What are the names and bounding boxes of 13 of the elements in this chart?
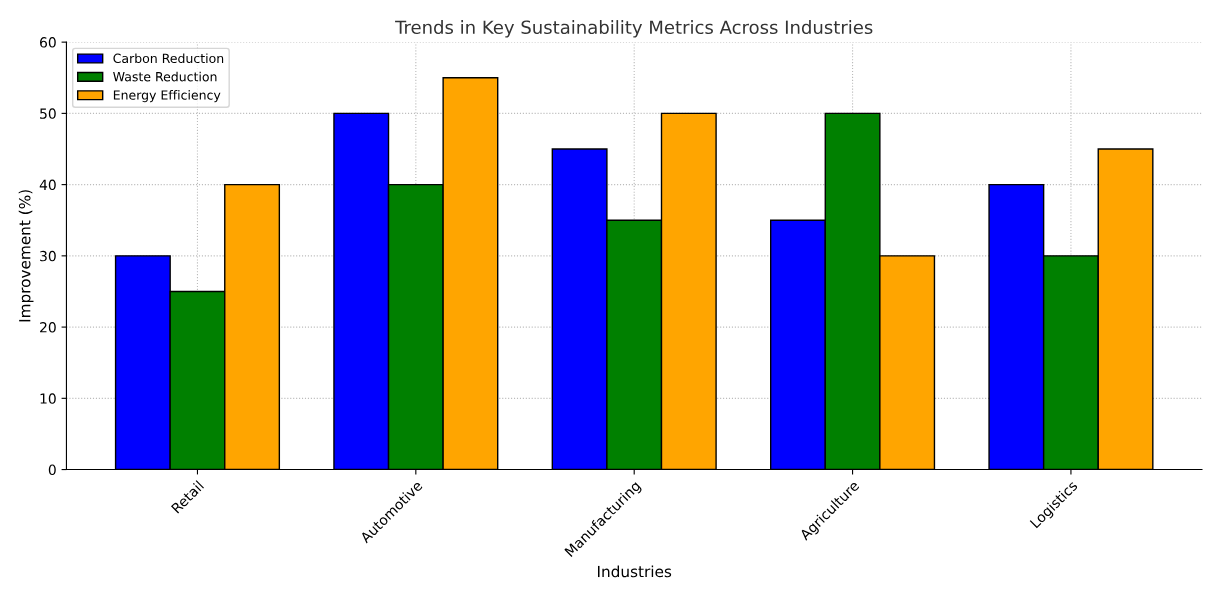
legend-label: Waste Reduction bbox=[113, 71, 217, 82]
y-tick-label: 10 bbox=[40, 393, 56, 404]
y-axis-title: Improvement (%) bbox=[18, 190, 34, 322]
legend-label: Energy Efficiency bbox=[113, 90, 221, 103]
y-tick-label: 0 bbox=[48, 464, 56, 476]
y-tick-label: 30 bbox=[40, 250, 56, 262]
x-axis-title: Industries bbox=[598, 565, 672, 578]
legend-label: Carbon Reduction bbox=[113, 53, 224, 64]
y-tick-label: 40 bbox=[39, 179, 56, 191]
y-tick-label: 50 bbox=[40, 108, 56, 119]
y-tick-label: 60 bbox=[40, 37, 56, 48]
chart-title: Trends in Key Sustainability Metrics Across Industries bbox=[395, 20, 873, 38]
y-tick-label: 20 bbox=[40, 322, 56, 333]
